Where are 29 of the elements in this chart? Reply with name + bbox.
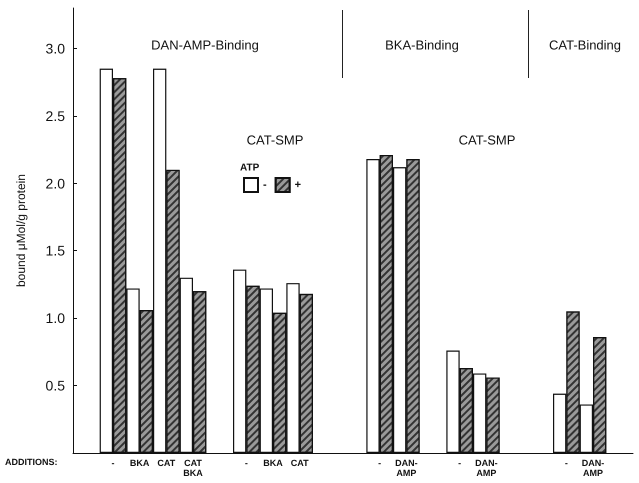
x-tick-label: DAN- AMP [582,458,604,478]
x-tick-label: CAT BKA [183,458,204,478]
y-axis-title: bound μMol/g protein [14,174,28,287]
annotation: DAN-AMP-Binding [151,38,259,52]
text: ADDITIONS: [5,457,58,467]
x-tick-label: - [244,458,248,468]
x-tick-label: - [112,458,114,468]
x-tick-label: - [378,458,382,468]
annotation: CAT-SMP [458,132,516,148]
x-tick-label: DAN- AMP [475,458,498,478]
x-tick-label: - [564,458,568,468]
x-tick-label: CAT [157,458,176,468]
y-tick-label: 1.5 [46,242,66,259]
legend-title: ATP [240,162,260,174]
y-tick-label: 0.5 [46,378,66,394]
y-tick-label: 3.0 [46,40,66,56]
x-tick-label: DAN- AMP [395,458,418,478]
x-tick-label: BKA [130,458,150,468]
annotation: CAT-Binding [548,38,622,52]
annotation: BKA-Binding [385,38,459,52]
legend-label: + [294,179,302,191]
x-tick-label: - [458,458,462,468]
x-tick-label: CAT [290,458,310,468]
annotation: CAT-SMP [246,132,304,148]
y-tick-label: 1.0 [46,310,66,326]
x-tick-label: BKA [263,458,284,468]
y-tick-label: 2.0 [46,175,66,192]
y-tick-label: 2.5 [46,108,66,124]
legend-label: - [263,179,267,191]
